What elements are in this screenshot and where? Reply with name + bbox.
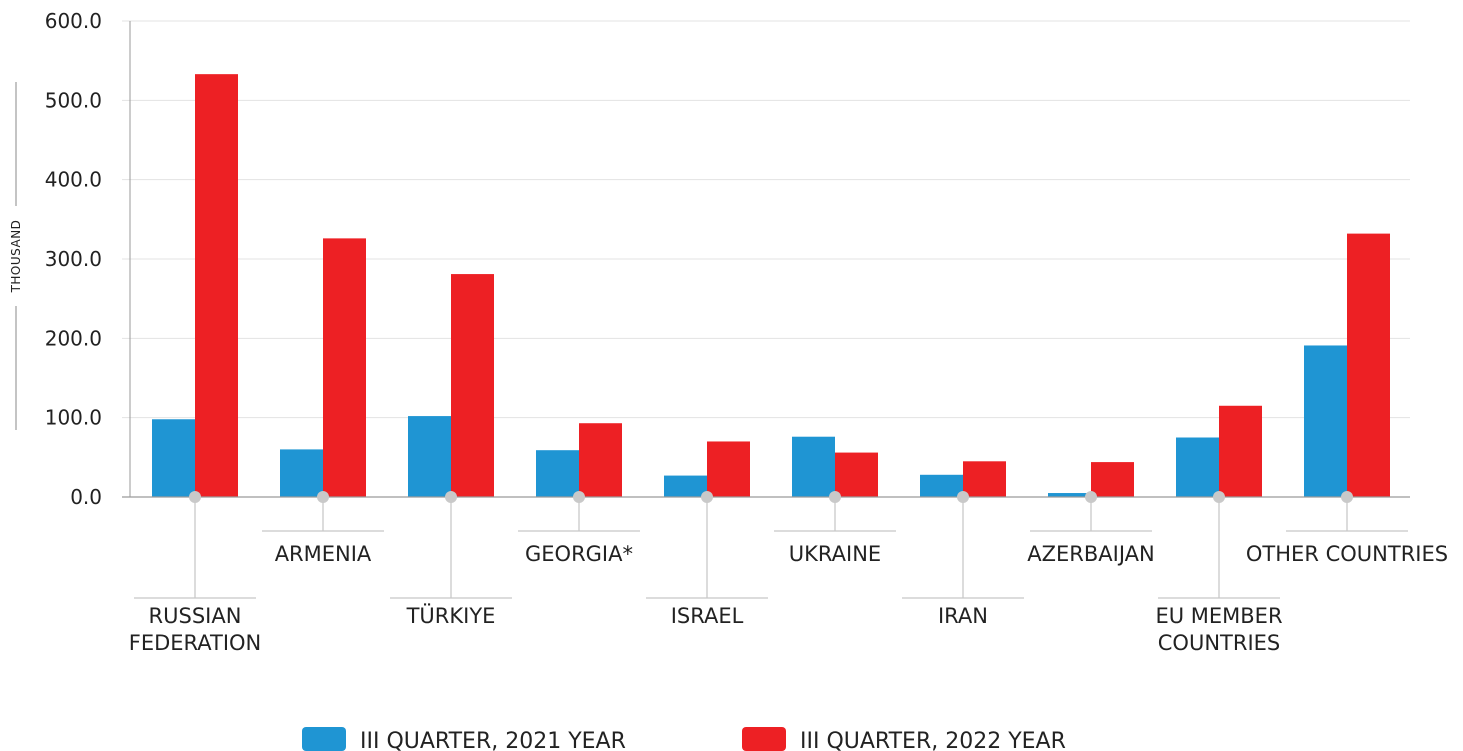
bar-2021 — [536, 450, 579, 497]
legend-label-2021: III QUARTER, 2021 YEAR — [360, 729, 626, 751]
bar-2022 — [707, 441, 750, 497]
bar-2022 — [451, 274, 494, 497]
y-tick-label: 0.0 — [70, 485, 102, 509]
legend-label-2022: III QUARTER, 2022 YEAR — [800, 729, 1066, 751]
bar-2021 — [920, 474, 963, 497]
category-leaders — [134, 491, 1408, 599]
y-tick-label: 100.0 — [45, 406, 102, 430]
y-tick-label: 400.0 — [45, 168, 102, 192]
y-axis-ticks: 0.0 100.0 200.0 300.0 400.0 500.0 600.0 — [45, 9, 102, 509]
category-marker — [573, 491, 585, 503]
bar-2022 — [963, 461, 1006, 497]
bar-2022 — [1347, 233, 1390, 497]
category-marker — [1213, 491, 1225, 503]
category-marker — [957, 491, 969, 503]
bar-2021 — [1304, 345, 1347, 497]
bar-2022 — [1219, 405, 1262, 497]
category-label: EU MEMBER — [1155, 604, 1282, 628]
bar-2021 — [1176, 437, 1219, 497]
category-label: AZERBAIJAN — [1027, 542, 1154, 566]
bar-2022 — [579, 423, 622, 497]
category-label: FEDERATION — [129, 631, 262, 655]
legend-swatch-2022 — [742, 727, 786, 751]
bar-2021 — [1048, 493, 1091, 497]
category-marker — [445, 491, 457, 503]
category-label: IRAN — [938, 604, 988, 628]
category-marker — [1085, 491, 1097, 503]
category-marker — [829, 491, 841, 503]
bar-2021 — [792, 436, 835, 497]
category-label: TÜRKIYE — [406, 603, 496, 628]
legend-swatch-2021 — [302, 727, 346, 751]
bar-2021 — [664, 475, 707, 497]
category-label: UKRAINE — [789, 542, 881, 566]
bar-2022 — [835, 452, 878, 497]
legend: III QUARTER, 2021 YEAR III QUARTER, 2022 … — [302, 727, 1066, 751]
category-marker — [189, 491, 201, 503]
bar-2021 — [280, 449, 323, 497]
y-tick-label: 500.0 — [45, 88, 102, 112]
category-label: ISRAEL — [671, 604, 744, 628]
axes — [122, 21, 1410, 498]
bar-2021 — [152, 419, 195, 497]
category-label: OTHER COUNTRIES — [1246, 542, 1448, 566]
gridlines — [122, 20, 1410, 419]
y-axis-label-group: THOUSAND — [9, 82, 23, 430]
y-axis-label: THOUSAND — [9, 220, 23, 294]
category-marker — [701, 491, 713, 503]
category-label: GEORGIA* — [525, 542, 633, 566]
bar-2022 — [323, 238, 366, 497]
bars — [152, 74, 1390, 498]
y-tick-label: 300.0 — [45, 247, 102, 271]
category-marker — [317, 491, 329, 503]
category-label: COUNTRIES — [1158, 631, 1280, 655]
category-labels: RUSSIAN FEDERATION ARMENIA TÜRKIYE GEORGIA* I… — [129, 542, 1448, 655]
category-label: ARMENIA — [275, 542, 372, 566]
bar-2022 — [1091, 462, 1134, 497]
y-tick-label: 200.0 — [45, 326, 102, 350]
category-marker — [1341, 491, 1353, 503]
bar-2021 — [408, 416, 451, 497]
y-tick-label: 600.0 — [45, 9, 102, 33]
bar-2022 — [195, 74, 238, 498]
category-label: RUSSIAN — [149, 604, 242, 628]
